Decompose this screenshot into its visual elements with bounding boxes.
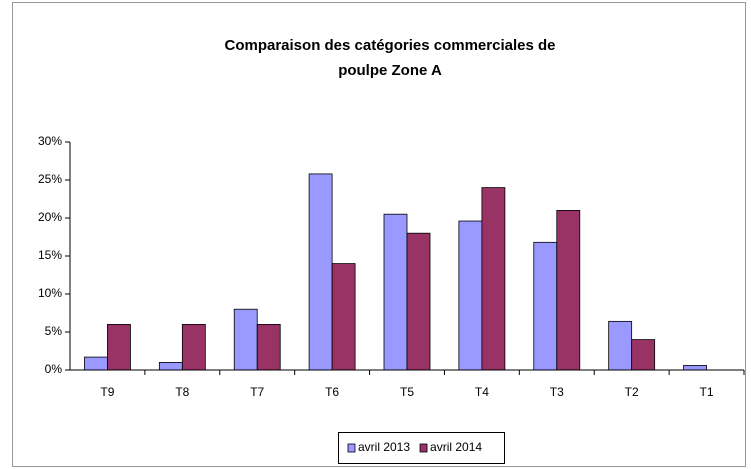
bar — [458, 220, 483, 371]
y-tick-label: 5% — [45, 324, 63, 338]
y-tick-label: 25% — [38, 172, 62, 186]
y-tick-label: 15% — [38, 248, 62, 262]
x-tick-label: T7 — [250, 385, 264, 399]
chart-title: poulpe Zone A — [338, 62, 442, 79]
bar — [481, 187, 506, 371]
chart-frame — [12, 2, 746, 467]
x-tick-label: T9 — [100, 385, 114, 399]
x-tick-label: T2 — [625, 385, 639, 399]
bar — [556, 209, 581, 371]
legend-label: avril 2014 — [430, 440, 482, 454]
x-tick-label: T8 — [175, 385, 189, 399]
legend-swatch — [347, 443, 356, 453]
y-tick-label: 30% — [38, 134, 62, 148]
bar — [406, 232, 431, 371]
bar — [308, 173, 333, 371]
bar — [331, 263, 356, 371]
x-tick-label: T5 — [400, 385, 414, 399]
bar — [683, 365, 707, 371]
bar — [107, 323, 131, 371]
x-tick-label: T6 — [325, 385, 339, 399]
bar — [181, 323, 206, 371]
y-tick-label: 0% — [45, 362, 63, 376]
bar — [608, 320, 633, 371]
y-tick-label: 20% — [38, 210, 62, 224]
x-tick-label: T1 — [700, 385, 714, 399]
bar — [233, 308, 258, 371]
y-tick-label: 10% — [38, 286, 62, 300]
legend-swatch — [419, 443, 428, 453]
x-tick-label: T4 — [475, 385, 489, 399]
bar — [533, 241, 558, 371]
chart-title: Comparaison des catégories commerciales … — [225, 37, 556, 54]
bar — [631, 339, 656, 371]
x-tick-label: T3 — [550, 385, 564, 399]
bar — [84, 356, 108, 371]
bar — [158, 361, 183, 371]
bar — [256, 323, 281, 371]
bar — [383, 213, 408, 371]
legend-label: avril 2013 — [358, 440, 410, 454]
